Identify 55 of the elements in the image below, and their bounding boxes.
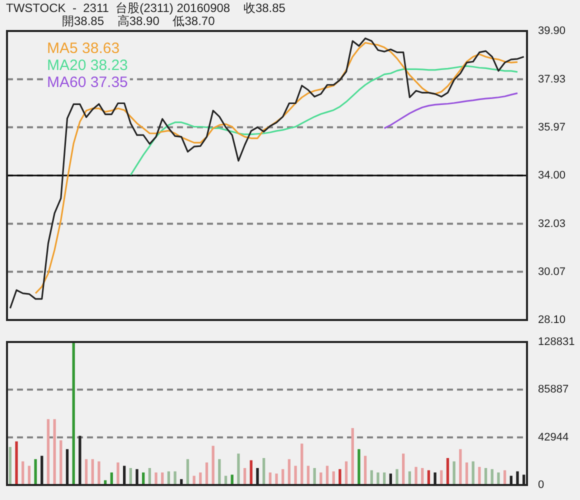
bar (414, 466, 418, 485)
y-tick-label: 35.97 (538, 121, 566, 134)
bar (15, 441, 18, 485)
bar (8, 446, 12, 485)
bar (192, 476, 196, 485)
bar (262, 458, 266, 485)
bar (497, 472, 500, 485)
bar (275, 474, 278, 485)
bar (300, 444, 304, 485)
bar (288, 459, 291, 485)
bar (154, 472, 158, 485)
y-tick-label: 34.00 (538, 170, 566, 182)
y-tick-label: 42944 (538, 431, 569, 444)
bar (358, 449, 360, 485)
bar (60, 440, 62, 485)
bar (91, 459, 94, 485)
bar (186, 459, 190, 485)
y-tick-label: 85887 (538, 384, 569, 396)
bar (338, 469, 342, 485)
bar (465, 462, 468, 485)
bar (174, 471, 176, 485)
bar (53, 419, 56, 485)
bar (396, 469, 398, 485)
bar (351, 428, 354, 485)
bar (459, 449, 462, 485)
bar (34, 459, 37, 485)
bar (446, 458, 450, 485)
y-tick-label: 128831 (538, 336, 575, 348)
bar (72, 342, 75, 485)
y-tick-label: 28.10 (538, 314, 566, 326)
bar (452, 461, 456, 485)
bar (218, 459, 221, 485)
y-tick-label: 39.90 (538, 25, 566, 38)
text: MA20 38.23 (47, 57, 128, 74)
bar (116, 462, 120, 485)
bar (84, 459, 88, 485)
y-tick-label: 37.93 (538, 73, 566, 86)
bar (212, 446, 214, 485)
text: MA5 38.63 (47, 40, 120, 57)
chart-title: TWSTOCK - 2311 台股(2311) 20160908 收38.85 (6, 1, 286, 15)
bar (313, 468, 316, 485)
y-tick-label: 30.07 (538, 266, 566, 278)
text: MA60 37.35 (47, 74, 128, 91)
bar (98, 461, 100, 485)
bar (237, 454, 240, 485)
chart-subtitle: 開38.85 高38.90 低38.70 (62, 14, 215, 28)
bar (402, 454, 405, 485)
bar (478, 466, 481, 485)
bar (205, 462, 208, 485)
bar (294, 466, 297, 485)
bar (364, 456, 367, 485)
bar (46, 419, 50, 485)
bar (376, 472, 380, 485)
y-tick-label: 0 (538, 479, 544, 492)
y-tick-label: 32.03 (538, 218, 566, 230)
